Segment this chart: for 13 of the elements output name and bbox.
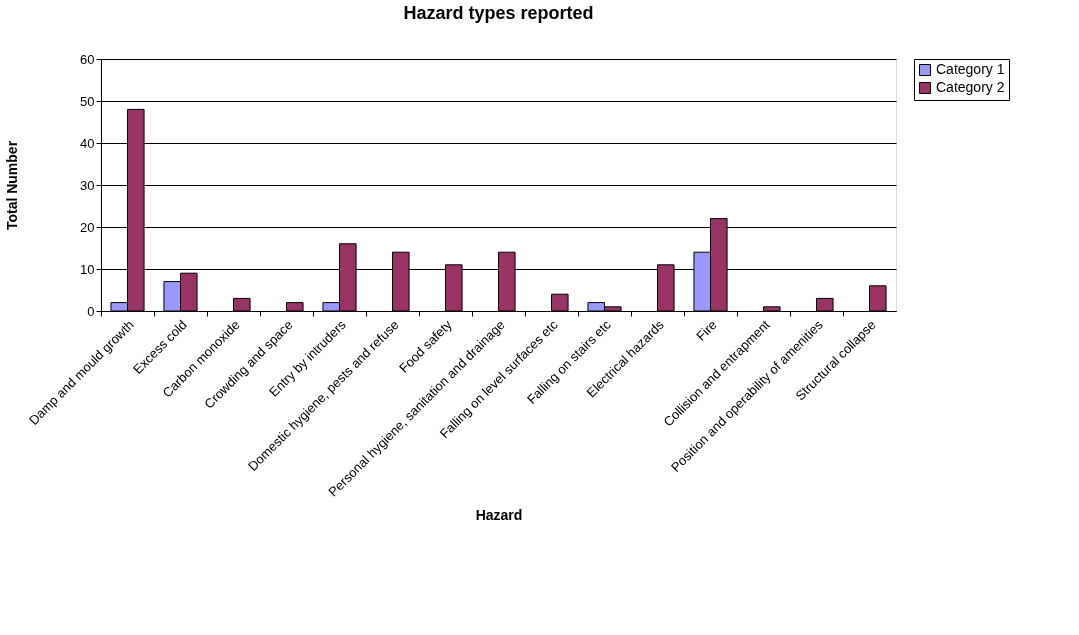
- y-tick-label: 0: [87, 303, 95, 319]
- y-axis-title: Total Number: [4, 140, 21, 231]
- legend-label: Category 2: [936, 79, 1005, 95]
- y-tick-label: 50: [80, 93, 95, 109]
- x-tick-label: Fire: [693, 317, 720, 344]
- y-tick-label: 60: [80, 51, 95, 67]
- y-tick-label: 40: [80, 135, 95, 151]
- y-tick-label: 10: [80, 261, 95, 277]
- chart-title: Hazard types reported: [403, 3, 594, 23]
- y-tick-label: 30: [80, 177, 95, 193]
- y-tick-label: 20: [80, 219, 95, 235]
- x-axis-title: Hazard: [475, 507, 523, 524]
- legend-label: Category 1: [936, 61, 1005, 77]
